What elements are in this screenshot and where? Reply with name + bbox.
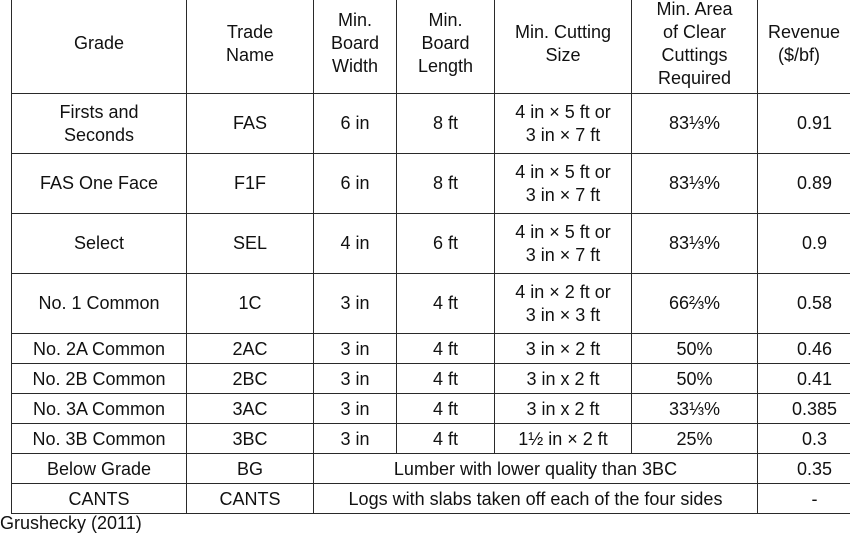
board-width-cell: 6 in [313, 93, 397, 154]
cutting-size-cell: 4 in × 5 ft or 3 in × 7 ft [494, 153, 632, 214]
trade-name-cell: 2AC [186, 333, 314, 364]
clear-area-cell: 83⅓% [631, 93, 758, 154]
table-row: No. 3B Common 3BC 3 in 4 ft 1½ in × 2 ft 25% 0… [11, 423, 850, 454]
cutting-size-cell: 3 in × 2 ft [494, 333, 632, 364]
clear-area-cell: 50% [631, 333, 758, 364]
description-cell: Logs with slabs taken off each of the fo… [313, 483, 758, 514]
revenue-cell: 0.9 [757, 213, 850, 274]
board-length-cell: 4 ft [396, 273, 495, 334]
revenue-cell: 0.46 [757, 333, 850, 364]
header-min-board-width: Min. Board Width [313, 0, 397, 94]
grade-cell: Below Grade [11, 453, 187, 484]
table-row: No. 1 Common 1C 3 in 4 ft 4 in × 2 ft or 3 in… [11, 273, 850, 334]
revenue-cell: 0.385 [757, 393, 850, 424]
table-row: FAS One Face F1F 6 in 8 ft 4 in × 5 ft or 3 i… [11, 153, 850, 214]
cutting-size-cell: 3 in x 2 ft [494, 393, 632, 424]
board-width-cell: 3 in [313, 423, 397, 454]
revenue-cell: 0.58 [757, 273, 850, 334]
board-width-cell: 4 in [313, 213, 397, 274]
board-width-cell: 3 in [313, 333, 397, 364]
cutting-size-cell: 4 in × 5 ft or 3 in × 7 ft [494, 93, 632, 154]
clear-area-cell: 33⅓% [631, 393, 758, 424]
clear-area-cell: 25% [631, 423, 758, 454]
header-row: Grade Trade Name Min. Board Width Min. Board… [11, 0, 850, 94]
board-width-cell: 3 in [313, 273, 397, 334]
grade-cell: No. 3A Common [11, 393, 187, 424]
board-length-cell: 4 ft [396, 393, 495, 424]
revenue-cell: 0.89 [757, 153, 850, 214]
trade-name-cell: F1F [186, 153, 314, 214]
trade-name-cell: BG [186, 453, 314, 484]
trade-name-cell: 2BC [186, 363, 314, 394]
trade-name-cell: SEL [186, 213, 314, 274]
grade-cell: No. 2A Common [11, 333, 187, 364]
revenue-cell: 0.91 [757, 93, 850, 154]
clear-area-cell: 83⅓% [631, 153, 758, 214]
grade-cell: Select [11, 213, 187, 274]
table-row: Firsts and Seconds FAS 6 in 8 ft 4 in × 5 ft … [11, 93, 850, 154]
trade-name-cell: 3BC [186, 423, 314, 454]
board-length-cell: 8 ft [396, 153, 495, 214]
clear-area-cell: 50% [631, 363, 758, 394]
cutting-size-cell: 3 in x 2 ft [494, 363, 632, 394]
board-length-cell: 6 ft [396, 213, 495, 274]
board-width-cell: 6 in [313, 153, 397, 214]
header-grade: Grade [11, 0, 187, 94]
trade-name-cell: CANTS [186, 483, 314, 514]
grade-cell: No. 3B Common [11, 423, 187, 454]
grade-cell: CANTS [11, 483, 187, 514]
cutting-size-cell: 4 in × 5 ft or 3 in × 7 ft [494, 213, 632, 274]
header-revenue: Revenue ($/bf) [757, 0, 850, 94]
table-row: No. 2B Common 2BC 3 in 4 ft 3 in x 2 ft 50% 0.… [11, 363, 850, 394]
grade-cell: FAS One Face [11, 153, 187, 214]
table-row: CANTS CANTS Logs with slabs taken off each… [11, 483, 850, 514]
board-length-cell: 4 ft [396, 333, 495, 364]
cutting-size-cell: 1½ in × 2 ft [494, 423, 632, 454]
source-citation: Grushecky (2011) [0, 513, 142, 533]
table-row: No. 3A Common 3AC 3 in 4 ft 3 in x 2 ft 33⅓% 0… [11, 393, 850, 424]
revenue-cell: 0.3 [757, 423, 850, 454]
header-min-board-length: Min. Board Length [396, 0, 495, 94]
clear-area-cell: 66⅔% [631, 273, 758, 334]
grade-cell: No. 1 Common [11, 273, 187, 334]
header-trade-name: Trade Name [186, 0, 314, 94]
board-length-cell: 4 ft [396, 423, 495, 454]
description-cell: Lumber with lower quality than 3BC [313, 453, 758, 484]
revenue-cell: - [757, 483, 850, 514]
cutting-size-cell: 4 in × 2 ft or 3 in × 3 ft [494, 273, 632, 334]
grade-cell: No. 2B Common [11, 363, 187, 394]
grade-cell: Firsts and Seconds [11, 93, 187, 154]
trade-name-cell: 3AC [186, 393, 314, 424]
clear-area-cell: 83⅓% [631, 213, 758, 274]
header-min-area: Min. Area of Clear Cuttings Required [631, 0, 758, 94]
board-length-cell: 4 ft [396, 363, 495, 394]
revenue-cell: 0.35 [757, 453, 850, 484]
revenue-cell: 0.41 [757, 363, 850, 394]
trade-name-cell: FAS [186, 93, 314, 154]
trade-name-cell: 1C [186, 273, 314, 334]
table-row: No. 2A Common 2AC 3 in 4 ft 3 in × 2 ft 50% 0.… [11, 333, 850, 364]
board-width-cell: 3 in [313, 363, 397, 394]
header-min-cutting-size: Min. Cutting Size [494, 0, 632, 94]
board-width-cell: 3 in [313, 393, 397, 424]
table-row: Select SEL 4 in 6 ft 4 in × 5 ft or 3 in × 7 … [11, 213, 850, 274]
table-row: Below Grade BG Lumber with lower quality t… [11, 453, 850, 484]
lumber-grades-table: Grade Trade Name Min. Board Width Min. Board… [11, 0, 850, 514]
board-length-cell: 8 ft [396, 93, 495, 154]
